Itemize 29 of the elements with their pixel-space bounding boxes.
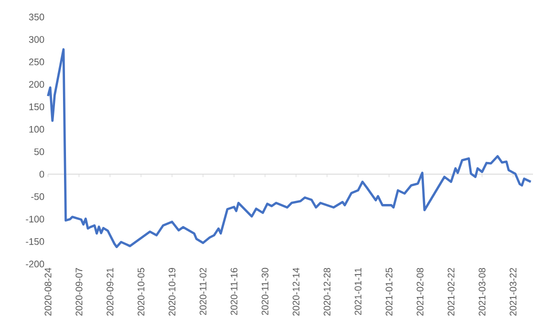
x-tick-label: 2020-12-28	[324, 268, 330, 316]
y-tick-label: 200	[29, 80, 44, 88]
x-tick-label: 2020-11-30	[262, 268, 268, 315]
y-tick-label: -150	[26, 238, 44, 245]
y-tick-label: 300	[28, 36, 44, 43]
y-tick-label: -100	[26, 216, 44, 222]
x-tick-label: 2020-08-24	[44, 268, 52, 316]
x-tick-label: 2020-09-21	[106, 268, 114, 316]
line-series	[46, 48, 532, 248]
x-tick-label: 2021-03-08	[478, 268, 486, 316]
y-tick-label: 0	[40, 170, 44, 178]
y-tick-label: 350	[28, 14, 44, 20]
x-tick-label: 2020-10-05	[138, 268, 144, 316]
x-tick-label: 2021-02-22	[448, 268, 454, 316]
y-tick-label: -50	[31, 193, 44, 200]
x-tick-label: 2020-09-07	[76, 268, 82, 316]
y-tick-label: 100	[29, 126, 44, 133]
x-tick-label: 2021-03-22	[510, 268, 516, 316]
y-tick-label: 150	[29, 103, 44, 110]
x-tick-label: 2021-01-25	[386, 268, 392, 316]
y-tick-label: 50	[34, 148, 44, 156]
y-tick-label: -200	[26, 260, 44, 268]
x-tick-label: 2020-10-19	[168, 268, 176, 316]
x-tick-label: 2020-11-16	[230, 268, 238, 315]
x-tick-label: 2021-01-11	[354, 268, 362, 315]
x-tick-label: 2020-11-02	[200, 268, 206, 315]
y-tick-label: 250	[29, 58, 44, 66]
x-tick-label: 2021-02-08	[416, 268, 424, 316]
x-tick-label: 2020-12-14	[292, 268, 300, 316]
